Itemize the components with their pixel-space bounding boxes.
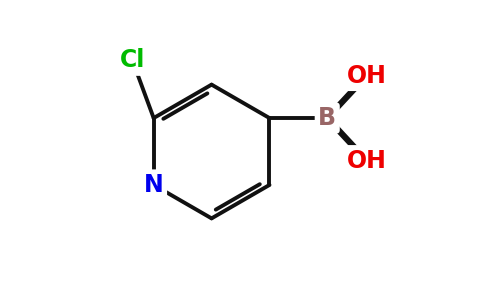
- Text: Cl: Cl: [120, 48, 145, 72]
- Text: N: N: [144, 173, 164, 197]
- Text: OH: OH: [347, 148, 387, 172]
- Text: OH: OH: [347, 64, 387, 88]
- Text: B: B: [318, 106, 336, 130]
